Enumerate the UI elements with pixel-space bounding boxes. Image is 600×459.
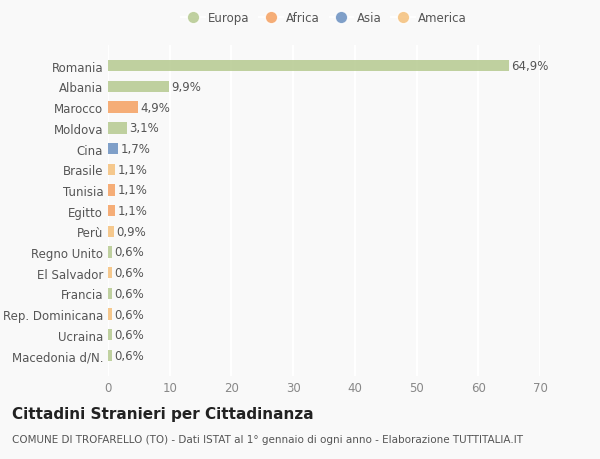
Bar [108, 61, 509, 72]
Bar [108, 288, 112, 299]
Bar [108, 350, 112, 361]
Bar [108, 185, 115, 196]
Bar [108, 123, 127, 134]
Bar [108, 247, 112, 258]
Bar [108, 144, 118, 155]
Text: Cittadini Stranieri per Cittadinanza: Cittadini Stranieri per Cittadinanza [12, 406, 314, 421]
Text: 0,6%: 0,6% [114, 329, 144, 341]
Text: 64,9%: 64,9% [511, 60, 548, 73]
Text: 0,9%: 0,9% [116, 225, 146, 238]
Text: 0,6%: 0,6% [114, 246, 144, 259]
Text: 1,1%: 1,1% [117, 184, 147, 197]
Bar [108, 102, 138, 113]
Text: COMUNE DI TROFARELLO (TO) - Dati ISTAT al 1° gennaio di ogni anno - Elaborazione: COMUNE DI TROFARELLO (TO) - Dati ISTAT a… [12, 434, 523, 444]
Legend: Europa, Africa, Asia, America: Europa, Africa, Asia, America [178, 9, 470, 29]
Text: 0,6%: 0,6% [114, 349, 144, 362]
Bar [108, 206, 115, 217]
Text: 3,1%: 3,1% [130, 122, 160, 135]
Bar [108, 82, 169, 93]
Bar [108, 164, 115, 175]
Bar [108, 268, 112, 279]
Text: 1,7%: 1,7% [121, 143, 151, 156]
Text: 1,1%: 1,1% [117, 205, 147, 218]
Text: 0,6%: 0,6% [114, 267, 144, 280]
Bar [108, 309, 112, 320]
Text: 0,6%: 0,6% [114, 308, 144, 321]
Text: 9,9%: 9,9% [172, 81, 202, 94]
Bar [108, 330, 112, 341]
Text: 1,1%: 1,1% [117, 163, 147, 176]
Text: 4,9%: 4,9% [141, 101, 170, 114]
Bar [108, 226, 113, 237]
Text: 0,6%: 0,6% [114, 287, 144, 300]
